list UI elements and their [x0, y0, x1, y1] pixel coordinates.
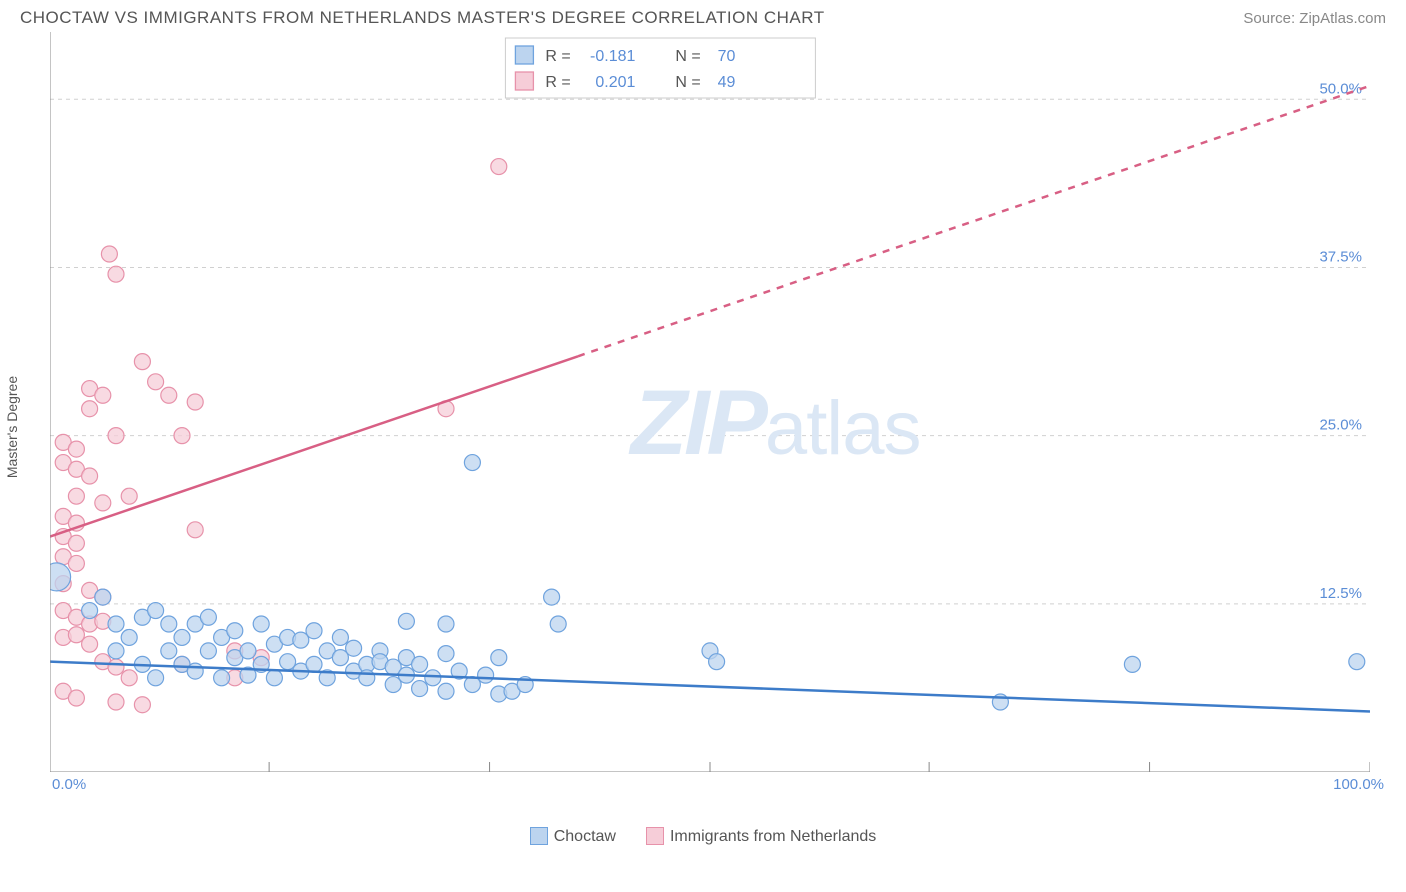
svg-text:R =: R =	[545, 74, 570, 91]
header: CHOCTAW VS IMMIGRANTS FROM NETHERLANDS M…	[0, 0, 1406, 32]
svg-text:-0.181: -0.181	[590, 48, 635, 65]
stats-legend: R = -0.181 N = 70 R = 0.201 N = 49	[505, 38, 815, 98]
legend-label: Immigrants from Netherlands	[670, 828, 876, 845]
svg-text:ZIPatlas: ZIPatlas	[628, 372, 921, 474]
y-axis-label: Master's Degree	[4, 376, 20, 478]
legend-swatch	[530, 827, 548, 845]
svg-text:N =: N =	[675, 48, 700, 65]
x-min-label: 0.0%	[52, 776, 86, 793]
svg-text:37.5%: 37.5%	[1319, 248, 1362, 265]
svg-text:50.0%: 50.0%	[1319, 80, 1362, 97]
series-legend: Choctaw Immigrants from Netherlands	[0, 822, 1406, 846]
chart-area: Master's Degree 12.5%25.0%37.5%50.0%ZIPa…	[50, 32, 1386, 822]
svg-text:R =: R =	[545, 48, 570, 65]
svg-text:12.5%: 12.5%	[1319, 585, 1362, 602]
svg-text:N =: N =	[675, 74, 700, 91]
legend-label: Choctaw	[554, 828, 616, 845]
svg-text:25.0%: 25.0%	[1319, 417, 1362, 434]
legend-item: Immigrants from Netherlands	[646, 828, 876, 846]
legend-item: Choctaw	[530, 828, 616, 846]
legend-swatch	[646, 827, 664, 845]
scatter-plot: 12.5% 25.0% 37.5% 50.0% ZIPatlas R = -0.181 N =…	[50, 32, 1370, 772]
source-line: Source: ZipAtlas.com	[1243, 10, 1386, 27]
svg-text:0.201: 0.201	[595, 74, 635, 91]
svg-text:70: 70	[718, 48, 736, 65]
x-axis-labels: 0.0% 100.0%	[50, 772, 1386, 793]
svg-text:49: 49	[718, 74, 736, 91]
x-max-label: 100.0%	[1333, 776, 1384, 793]
chart-title: CHOCTAW VS IMMIGRANTS FROM NETHERLANDS M…	[20, 8, 825, 28]
